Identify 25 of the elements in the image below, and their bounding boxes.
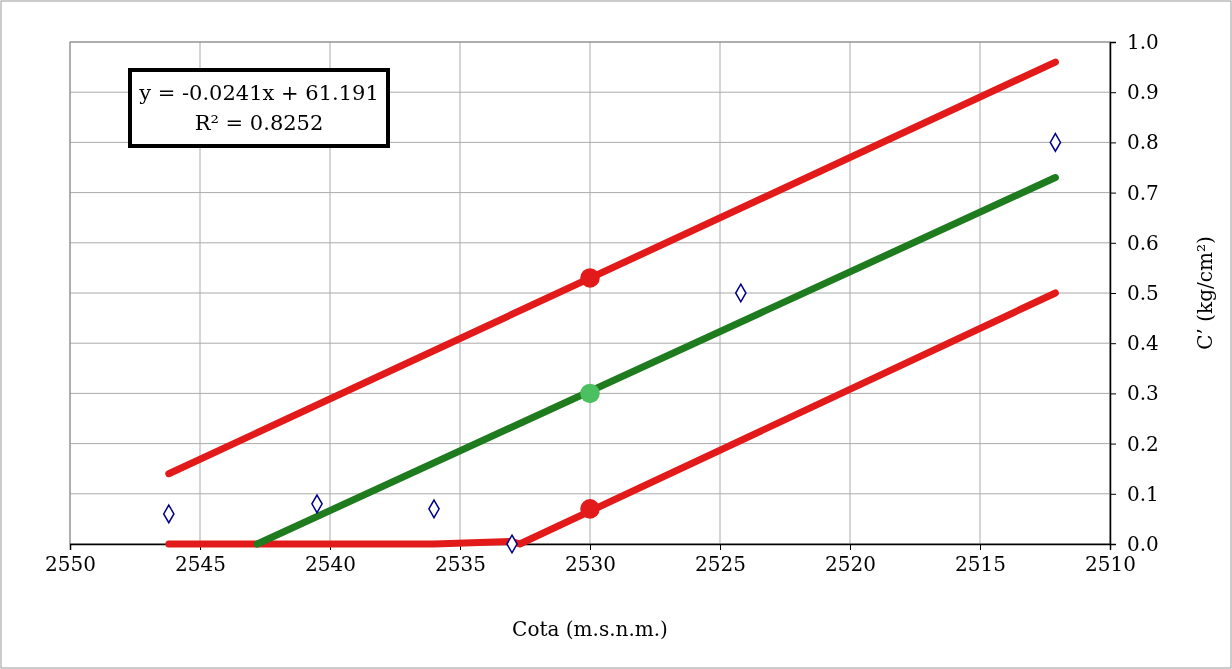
x-tick-label: 2535 xyxy=(435,552,486,576)
x-tick-label: 2515 xyxy=(955,552,1006,576)
x-tick-label: 2540 xyxy=(305,552,356,576)
x-tick-label: 2525 xyxy=(695,552,746,576)
x-tick-label: 2520 xyxy=(825,552,876,576)
point xyxy=(580,499,600,519)
point xyxy=(580,268,600,288)
annotation: R² = 0.8252 xyxy=(194,111,324,135)
y-tick-label: 0.9 xyxy=(1127,80,1159,105)
y-tick-label: 1.0 xyxy=(1127,29,1159,54)
y-tick-label: 0.2 xyxy=(1127,431,1159,456)
y-tick-label: 0.6 xyxy=(1127,230,1159,255)
y-tick-label: 0.5 xyxy=(1127,280,1159,305)
point xyxy=(580,383,600,404)
y-axis-title: C’ (kg/cm²) xyxy=(1193,236,1217,350)
y-tick-label: 0.3 xyxy=(1127,381,1159,406)
x-tick-label: 2550 xyxy=(45,552,96,576)
x-tick-label: 2530 xyxy=(565,552,616,576)
x-axis-title: Cota (m.s.n.m.) xyxy=(512,617,668,641)
y-tick-label: 0.7 xyxy=(1127,180,1159,205)
y-tick-label: 0.1 xyxy=(1127,481,1159,506)
x-tick-label: 2545 xyxy=(175,552,226,576)
annotation: y = -0.0241x + 61.191 xyxy=(138,81,379,105)
y-tick-label: 0.8 xyxy=(1127,130,1159,155)
y-tick-label: 0.4 xyxy=(1127,331,1159,356)
